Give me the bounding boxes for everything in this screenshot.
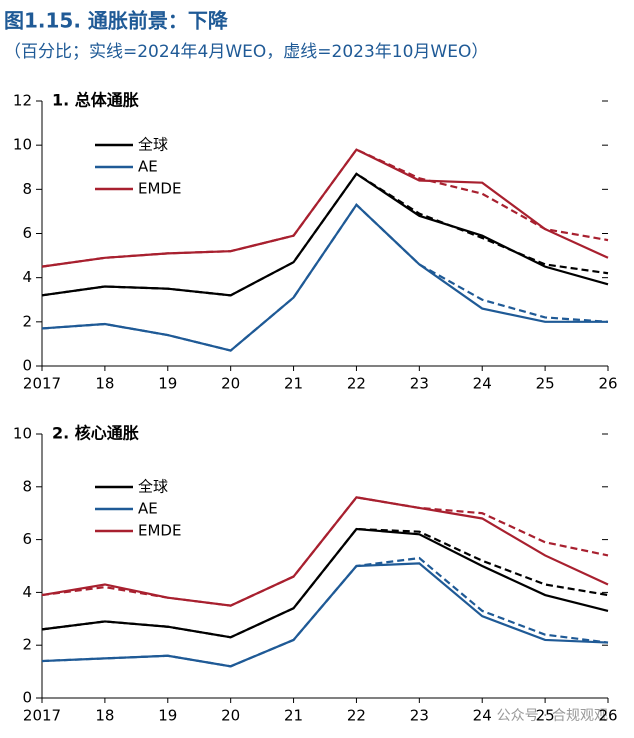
- legend-label: AE: [138, 500, 158, 518]
- y-tick-label: 6: [22, 224, 32, 242]
- panel-title: 1. 总体通胀: [52, 91, 139, 110]
- panel-title: 2. 核心通胀: [52, 424, 139, 443]
- x-tick-label: 19: [158, 375, 177, 393]
- forecast-line: [41, 148, 609, 268]
- x-tick-label: 20: [221, 375, 240, 393]
- y-tick-label: 8: [22, 477, 32, 495]
- x-tick-label: 26: [598, 375, 617, 393]
- x-tick-label: 2017: [23, 707, 61, 725]
- x-tick-label: 25: [536, 707, 555, 725]
- y-tick-label: 0: [22, 689, 32, 707]
- y-tick-label: 6: [22, 530, 32, 548]
- watermark: 公众号 · 合规观观: [497, 708, 608, 724]
- x-tick-label: 18: [95, 707, 114, 725]
- x-tick-label: 19: [158, 707, 177, 725]
- y-tick-label: 12: [13, 92, 32, 110]
- series-line: [41, 527, 609, 639]
- x-tick-label: 20: [221, 707, 240, 725]
- y-tick-label: 10: [13, 136, 32, 154]
- x-tick-label: 22: [347, 707, 366, 725]
- y-tick-label: 4: [22, 583, 32, 601]
- legend-label: 全球: [138, 136, 168, 154]
- figure-subtitle: （百分比；实线=2024年4月WEO，虚线=2023年10月WEO）: [4, 42, 488, 62]
- series-line: [41, 203, 608, 352]
- series-line: [41, 496, 609, 607]
- series-line: [41, 148, 609, 268]
- series-line: [41, 562, 609, 668]
- y-tick-label: 2: [22, 636, 32, 654]
- y-tick-label: 10: [13, 425, 32, 443]
- forecast-line: [41, 172, 609, 297]
- x-tick-label: 21: [284, 707, 303, 725]
- forecast-line: [41, 527, 609, 639]
- x-tick-label: 24: [473, 375, 492, 393]
- x-tick-label: 21: [284, 375, 303, 393]
- y-tick-label: 2: [22, 312, 32, 330]
- legend-label: EMDE: [138, 180, 181, 198]
- forecast-line: [41, 556, 609, 668]
- x-tick-label: 18: [95, 375, 114, 393]
- x-tick-label: 22: [347, 375, 366, 393]
- x-tick-label: 24: [473, 707, 492, 725]
- x-tick-label: 25: [536, 375, 555, 393]
- x-tick-label: 2017: [23, 375, 61, 393]
- legend-label: 全球: [138, 478, 168, 496]
- x-tick-label: 23: [410, 707, 429, 725]
- legend-label: AE: [138, 158, 158, 176]
- y-tick-label: 8: [22, 180, 32, 198]
- y-tick-label: 0: [22, 357, 32, 375]
- legend-label: EMDE: [138, 522, 181, 540]
- x-tick-label: 26: [598, 707, 617, 725]
- x-tick-label: 23: [410, 375, 429, 393]
- forecast-line: [41, 203, 609, 352]
- y-tick-label: 4: [22, 268, 32, 286]
- figure-title: 图1.15. 通胀前景：下降: [4, 9, 229, 33]
- forecast-line: [41, 496, 609, 607]
